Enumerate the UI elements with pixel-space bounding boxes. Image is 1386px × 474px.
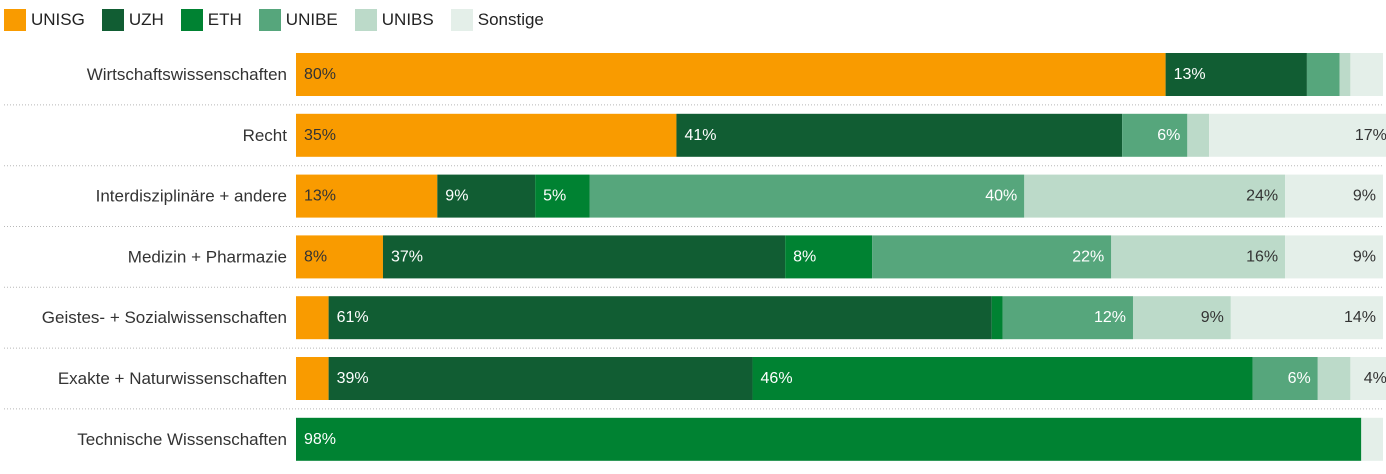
legend-label: UNIBE bbox=[285, 10, 338, 29]
bar-segment-unibs bbox=[1187, 113, 1210, 157]
data-label-uzh: 13% bbox=[1174, 66, 1206, 83]
data-label-uzh: 41% bbox=[684, 127, 716, 144]
data-label-uzh: 9% bbox=[445, 188, 468, 205]
legend-item-unibs: UNIBS bbox=[354, 9, 434, 31]
data-label-unibe: 6% bbox=[1288, 370, 1311, 387]
data-label-eth: 98% bbox=[304, 431, 336, 448]
legend-swatch bbox=[354, 9, 377, 31]
bar-segment-unisg bbox=[296, 174, 438, 218]
legend-label: ETH bbox=[207, 10, 242, 29]
legend-swatch bbox=[4, 9, 26, 31]
bar-segment-eth bbox=[991, 296, 1003, 340]
data-label-sonstige: 17% bbox=[1355, 127, 1386, 144]
legend-label: UNIBS bbox=[381, 10, 434, 29]
bar-segment-sonstige bbox=[1285, 235, 1383, 279]
legend-item-unisg: UNISG bbox=[4, 9, 85, 31]
bar-segment-sonstige bbox=[1361, 417, 1383, 461]
bar-segment-unibs bbox=[1339, 53, 1351, 96]
bar-segment-unisg bbox=[296, 296, 329, 340]
legend-item-uzh: UZH bbox=[101, 9, 164, 31]
bar-segment-uzh bbox=[382, 235, 786, 279]
legend-swatch bbox=[450, 9, 473, 31]
data-label-uzh: 61% bbox=[337, 309, 369, 326]
category-label-medizin-pharmazie: Medizin + Pharmazie bbox=[128, 247, 287, 266]
data-label-sonstige: 14% bbox=[1344, 309, 1376, 326]
bar-segment-unibe bbox=[1122, 113, 1188, 157]
bar-segment-sonstige bbox=[1350, 53, 1383, 96]
legend-swatch bbox=[258, 9, 281, 31]
legend-label: UZH bbox=[128, 10, 164, 29]
category-label-interdisziplinaere-andere: Interdisziplinäre + andere bbox=[96, 187, 287, 206]
data-label-unisg: 35% bbox=[304, 127, 336, 144]
bar-segment-unibe bbox=[1002, 296, 1133, 340]
bar-segment-eth bbox=[296, 417, 1362, 461]
bar-segment-unibs bbox=[1132, 296, 1231, 340]
data-label-sonstige: 4% bbox=[1364, 370, 1386, 387]
data-label-unibe: 12% bbox=[1094, 309, 1126, 326]
bar-segment-uzh bbox=[328, 296, 992, 340]
category-label-exakte-naturwissenschaften: Exakte + Naturwissenschaften bbox=[58, 369, 287, 388]
bar-segment-eth bbox=[785, 235, 873, 279]
data-label-uzh: 39% bbox=[337, 370, 369, 387]
chart-legend: UNISG UZH ETH UNIBE UNIBS Sonstige bbox=[4, 8, 561, 32]
category-label-wirtschaftswissenschaften: Wirtschaftswissenschaften bbox=[87, 65, 287, 84]
bar-segment-unibe bbox=[1252, 357, 1318, 400]
data-label-eth: 46% bbox=[761, 370, 793, 387]
data-label-eth: 8% bbox=[793, 248, 816, 265]
category-label-technische-wissenschaften: Technische Wissenschaften bbox=[77, 430, 287, 449]
bar-segment-sonstige bbox=[1209, 113, 1386, 157]
data-label-unibs: 24% bbox=[1246, 188, 1278, 205]
legend-item-eth: ETH bbox=[180, 9, 242, 31]
bar-segment-unibs bbox=[1111, 235, 1286, 279]
bar-segment-uzh bbox=[437, 174, 536, 218]
bar-segment-unibe bbox=[872, 235, 1112, 279]
bar-segment-unibs bbox=[1024, 174, 1286, 218]
legend-swatch bbox=[180, 9, 203, 31]
bar-segment-unibs bbox=[1317, 357, 1351, 400]
data-label-uzh: 37% bbox=[391, 248, 423, 265]
bar-segment-uzh bbox=[328, 357, 753, 400]
bar-segment-uzh bbox=[1165, 53, 1307, 96]
bar-segment-sonstige bbox=[1230, 296, 1383, 340]
category-label-geistes-sozialwissenschaften: Geistes- + Sozialwissenschaften bbox=[42, 308, 287, 327]
bar-segment-eth bbox=[752, 357, 1253, 400]
legend-label: Sonstige bbox=[477, 10, 544, 29]
legend-label: UNISG bbox=[31, 10, 85, 29]
data-label-unibs: 9% bbox=[1201, 309, 1224, 326]
bar-segment-unisg bbox=[296, 357, 329, 400]
data-label-unibs: 16% bbox=[1246, 248, 1278, 265]
bar-segment-uzh bbox=[676, 113, 1123, 157]
legend-item-sonstige: Sonstige bbox=[450, 9, 544, 31]
legend-item-unibe: UNIBE bbox=[258, 9, 338, 31]
bar-segment-sonstige bbox=[1285, 174, 1383, 218]
data-label-sonstige: 9% bbox=[1353, 188, 1376, 205]
bar-segment-sonstige bbox=[1350, 357, 1386, 400]
data-label-unisg: 8% bbox=[304, 248, 327, 265]
data-label-unibe: 22% bbox=[1072, 248, 1104, 265]
bar-segment-eth bbox=[535, 174, 590, 218]
data-label-eth: 5% bbox=[543, 188, 566, 205]
legend-swatch bbox=[101, 9, 124, 31]
bar-segment-unibe bbox=[1306, 53, 1340, 96]
data-label-sonstige: 9% bbox=[1353, 248, 1376, 265]
data-label-unisg: 80% bbox=[304, 66, 336, 83]
data-label-unibe: 6% bbox=[1157, 127, 1180, 144]
data-label-unisg: 13% bbox=[304, 188, 336, 205]
bar-segment-unisg bbox=[296, 53, 1166, 96]
category-label-recht: Recht bbox=[243, 126, 288, 145]
bar-segment-unibe bbox=[589, 174, 1025, 218]
bar-segment-unisg bbox=[296, 235, 383, 279]
data-label-unibe: 40% bbox=[985, 188, 1017, 205]
bar-segment-unisg bbox=[296, 113, 677, 157]
